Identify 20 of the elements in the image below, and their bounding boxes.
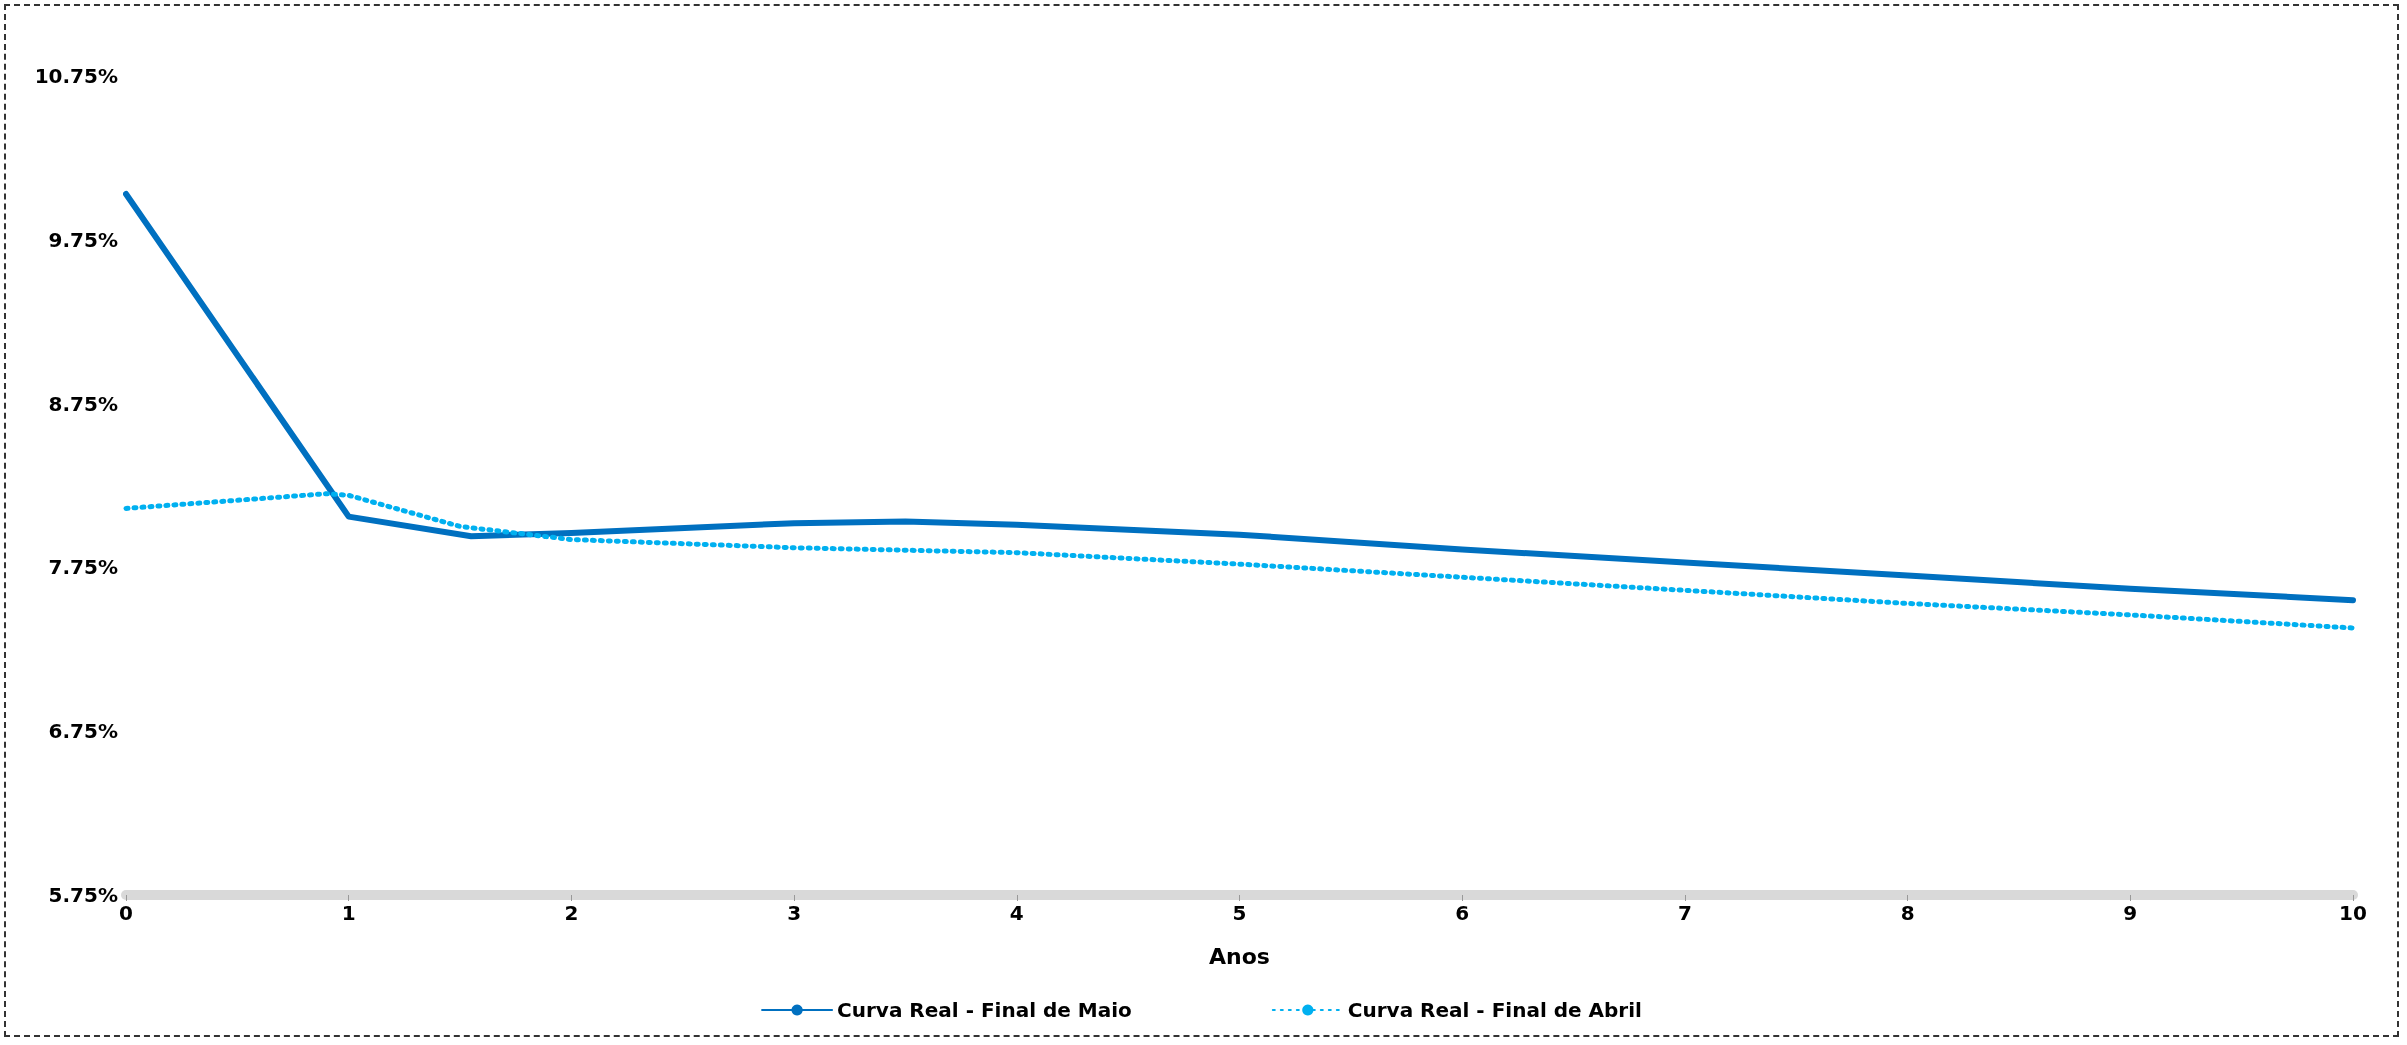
x-tick-label: 2 (564, 901, 579, 925)
x-tick-label: 3 (787, 901, 802, 925)
x-tick-label: 4 (1009, 901, 1024, 925)
x-tick-label: 8 (1900, 901, 1915, 925)
x-tick-label: 5 (1232, 901, 1247, 925)
legend-label: Curva Real - Final de Abril (1347, 998, 1642, 1022)
x-tick-label: 7 (1677, 901, 1692, 925)
x-tick-label: 6 (1455, 901, 1470, 925)
y-tick-label: 9.75% (48, 227, 118, 252)
y-tick-label: 8.75% (48, 391, 118, 416)
y-tick-label: 10.75% (34, 64, 118, 88)
legend-label: Curva Real - Final de Maio (837, 998, 1132, 1022)
x-tick-label: 10 (2339, 901, 2367, 925)
x-tick-label: 0 (119, 901, 133, 925)
x-tick-label: 9 (2123, 901, 2138, 925)
y-tick-label: 5.75% (48, 883, 118, 907)
y-tick-label: 6.75% (48, 719, 118, 744)
y-tick-label: 7.75% (48, 555, 118, 580)
x-tick-label: 1 (341, 901, 356, 925)
x-axis-title: Anos (1209, 943, 1270, 969)
